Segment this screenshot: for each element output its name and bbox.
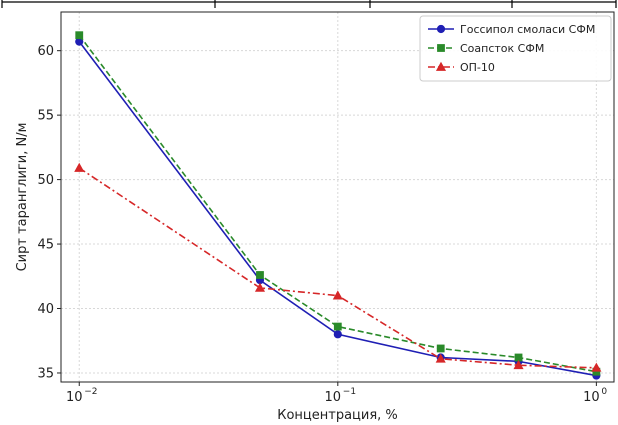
y-tick-label: 55 xyxy=(37,109,54,124)
series-line xyxy=(78,41,597,377)
data-point xyxy=(436,344,445,353)
y-tick-label: 50 xyxy=(37,173,54,188)
series-triangle xyxy=(74,162,602,372)
y-tick-label: 60 xyxy=(37,44,54,59)
x-tick-label: 10 0 xyxy=(583,387,607,405)
data-point xyxy=(332,290,343,300)
x-tick-base: 10 xyxy=(66,390,83,405)
data-point xyxy=(256,271,264,279)
x-tick-exponent: −1 xyxy=(343,387,356,397)
series-line xyxy=(78,34,597,373)
x-tick-label: 10 −1 xyxy=(325,387,357,405)
legend-label: Соапсток СФМ xyxy=(460,42,544,55)
legend-label: Госсипол смоласи СФМ xyxy=(460,23,595,36)
series-line xyxy=(78,167,597,369)
y-axis-label: Сирт таранглиги, N/м xyxy=(15,123,30,272)
data-point xyxy=(333,330,342,339)
data-point xyxy=(254,282,266,292)
x-tick-base: 10 xyxy=(583,390,600,405)
grid xyxy=(61,12,614,382)
data-point xyxy=(435,61,447,71)
data-point xyxy=(333,322,342,331)
y-tick-label: 45 xyxy=(37,238,54,253)
data-point xyxy=(75,31,84,40)
data-point xyxy=(437,44,445,52)
y-tick-label: 40 xyxy=(37,302,54,317)
y-tick-label: 35 xyxy=(37,366,54,381)
x-tick-label: 10 −2 xyxy=(66,387,98,405)
x-tick-exponent: −2 xyxy=(84,387,97,397)
data-point xyxy=(74,162,85,172)
series-square xyxy=(75,31,601,376)
legend-label: ОП-10 xyxy=(460,61,495,74)
x-tick-base: 10 xyxy=(325,390,342,405)
data-point xyxy=(514,353,523,362)
data-point xyxy=(435,353,446,363)
x-tick-exponent: 0 xyxy=(601,387,607,397)
table-border-fragment xyxy=(1,0,617,8)
x-axis-label: Концентрация, % xyxy=(277,408,398,423)
data-point xyxy=(436,24,446,34)
legend-box xyxy=(419,15,612,82)
legend: Госсипол смоласи СФМ Соапсток СФМ ОП-10 xyxy=(419,15,612,82)
series-layer xyxy=(74,31,602,380)
data-point xyxy=(591,362,602,372)
data-point xyxy=(513,360,524,370)
